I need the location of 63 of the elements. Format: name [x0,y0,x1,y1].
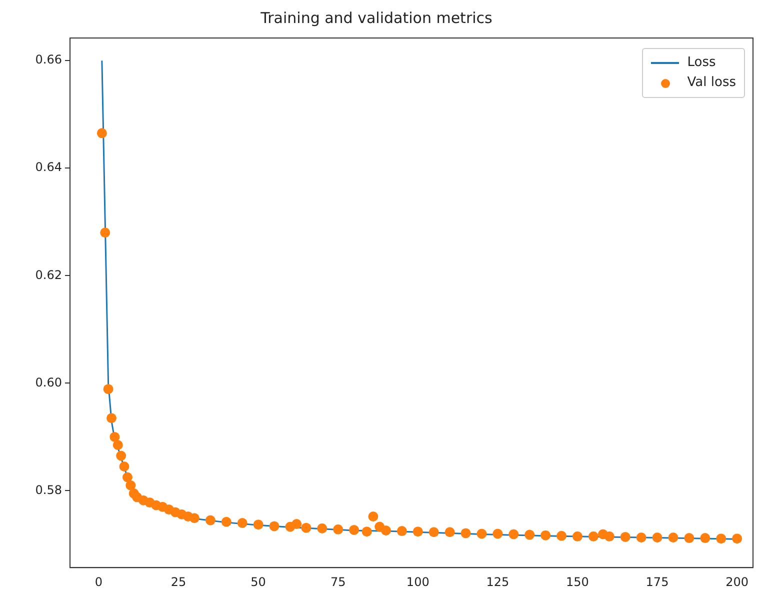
point [221,516,232,527]
point [604,531,614,542]
point [716,534,726,544]
point [122,472,132,482]
y-tick-label: 0.62 [35,268,62,282]
point [112,440,123,450]
point [460,528,471,538]
x-tick-label: 150 [566,574,589,589]
x-tick-label: 25 [170,574,186,589]
x-tick-label: 50 [250,574,266,589]
x-tick-label: 0 [94,574,103,589]
y-tick-label: 0.66 [35,52,62,67]
point [349,524,360,535]
point [652,532,662,542]
legend-label: Loss [687,54,716,72]
point [476,528,487,539]
x-tick-label: 100 [406,574,430,589]
point [292,519,302,530]
point [524,530,535,540]
point [362,526,372,537]
point [428,527,439,538]
point [540,530,551,540]
point [106,413,116,424]
point [412,526,423,537]
point [110,432,120,442]
y-tick-label: 0.64 [35,160,62,174]
chart-title: Training and validation metrics [260,8,493,27]
legend-label: Val loss [687,74,736,92]
point [269,521,280,532]
point [636,532,646,542]
point [572,531,582,542]
point [237,518,248,528]
point [100,228,110,238]
point [96,128,107,138]
x-tick-label: 75 [330,574,346,589]
point [396,526,407,536]
point [205,515,216,526]
point [116,450,126,461]
y-tick-label: 0.58 [35,482,62,497]
point [700,533,710,544]
point [333,524,344,534]
point [253,520,264,530]
point [301,522,312,533]
point [126,480,136,490]
point [668,532,678,542]
point [444,527,455,538]
point [103,384,114,394]
x-tick-label: 175 [646,574,669,589]
point [620,532,630,542]
y-tick-label: 0.60 [35,375,62,390]
x-tick-label: 200 [726,574,748,589]
point [368,512,378,522]
point [119,462,130,472]
point [684,533,694,544]
point [732,534,742,544]
point [556,530,567,541]
point [492,528,503,539]
point [508,529,519,540]
point [380,526,391,536]
point [317,523,328,534]
point [189,513,200,524]
x-tick-label: 125 [486,574,510,589]
point [588,531,598,542]
